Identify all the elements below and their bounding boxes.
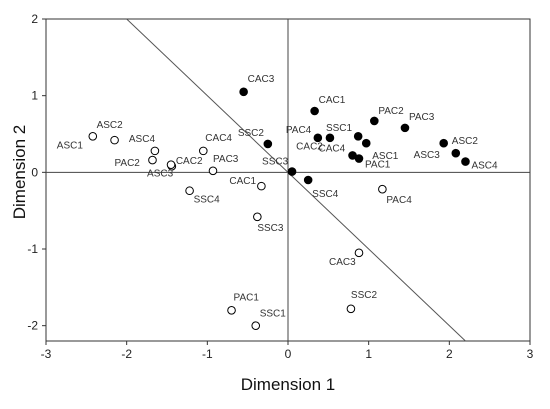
data-points: [88, 87, 470, 330]
reference-lines: [46, 18, 530, 342]
open-point: [257, 181, 266, 191]
filled-point: [400, 123, 410, 133]
filled-point: [370, 116, 379, 126]
point-label: CAC3: [248, 74, 275, 85]
point-label: ASC4: [471, 161, 498, 172]
point-label: SSC1: [326, 123, 353, 134]
x-tick-label: -2: [121, 347, 132, 361]
filled-point: [353, 132, 363, 141]
point-label: SSC3: [257, 223, 284, 234]
y-axis-title: Dimension 2: [10, 125, 29, 220]
open-point: [227, 306, 236, 315]
open-point: [185, 186, 194, 196]
point-label: ASC2: [452, 136, 479, 147]
point-label: SSC1: [260, 309, 287, 320]
x-axis: -3 -2 -1 0 1 2 3: [41, 341, 534, 361]
point-label: PAC4: [286, 125, 312, 136]
x-tick-label: -3: [41, 347, 52, 361]
open-point: [378, 184, 387, 194]
open-point: [88, 132, 98, 141]
open-point: [346, 304, 356, 314]
y-tick-label: 2: [31, 12, 38, 26]
point-label: CAC1: [319, 95, 346, 106]
x-tick-label: 0: [285, 347, 292, 361]
filled-point: [439, 138, 448, 148]
point-label: PAC1: [234, 292, 260, 303]
x-tick-label: 2: [446, 347, 453, 361]
open-point: [251, 321, 261, 330]
point-label: PAC3: [409, 112, 435, 123]
open-point: [199, 146, 208, 156]
point-label: SSC2: [238, 128, 265, 139]
open-point: [148, 155, 157, 165]
open-point: [354, 248, 364, 258]
filled-point: [263, 139, 273, 149]
point-label: CAC2: [176, 156, 203, 167]
filled-point: [303, 175, 313, 185]
point-label: CAC4: [205, 133, 232, 144]
point-label: PAC4: [386, 195, 412, 206]
point-label: ASC2: [97, 120, 124, 131]
point-label: SSC4: [194, 195, 221, 206]
filled-point: [461, 157, 470, 166]
open-point: [253, 212, 262, 222]
point-label: PAC3: [213, 154, 239, 165]
point-label: ASC3: [147, 169, 174, 180]
filled-point: [239, 87, 248, 97]
point-label: PAC1: [365, 160, 391, 171]
point-label: SSC4: [312, 189, 339, 200]
diagonal-reference-line: [126, 18, 466, 342]
y-tick-label: 0: [31, 165, 38, 179]
filled-point: [451, 148, 461, 158]
x-tick-label: 1: [365, 347, 372, 361]
open-point: [150, 146, 160, 156]
open-point: [166, 160, 176, 169]
point-label: SSC3: [262, 157, 289, 168]
point-label: SSC2: [351, 290, 378, 301]
point-label: CAC2: [296, 141, 323, 152]
filled-point: [287, 167, 297, 176]
filled-point: [313, 133, 323, 143]
point-label: CAC4: [319, 143, 346, 154]
x-tick-label: -1: [202, 347, 213, 361]
point-label: CAC1: [229, 176, 256, 187]
open-point: [110, 135, 119, 145]
y-tick-label: 1: [31, 89, 38, 103]
point-label: CAC3: [329, 257, 356, 268]
point-label: ASC1: [57, 140, 84, 151]
filled-point: [325, 133, 335, 143]
point-label: PAC2: [378, 106, 404, 117]
x-tick-label: 3: [527, 347, 534, 361]
point-label: PAC2: [114, 158, 140, 169]
point-label: ASC3: [414, 150, 441, 161]
y-tick-label: -2: [27, 319, 38, 333]
x-axis-title: Dimension 1: [241, 375, 336, 394]
filled-point: [354, 154, 364, 163]
filled-point: [361, 138, 371, 148]
point-label: ASC4: [129, 134, 156, 145]
filled-point: [310, 106, 319, 116]
y-tick-label: -1: [27, 242, 38, 256]
point-label: ASC1: [372, 151, 399, 162]
y-axis: -2 -1 0 1 2: [27, 12, 46, 333]
open-point: [208, 166, 218, 176]
